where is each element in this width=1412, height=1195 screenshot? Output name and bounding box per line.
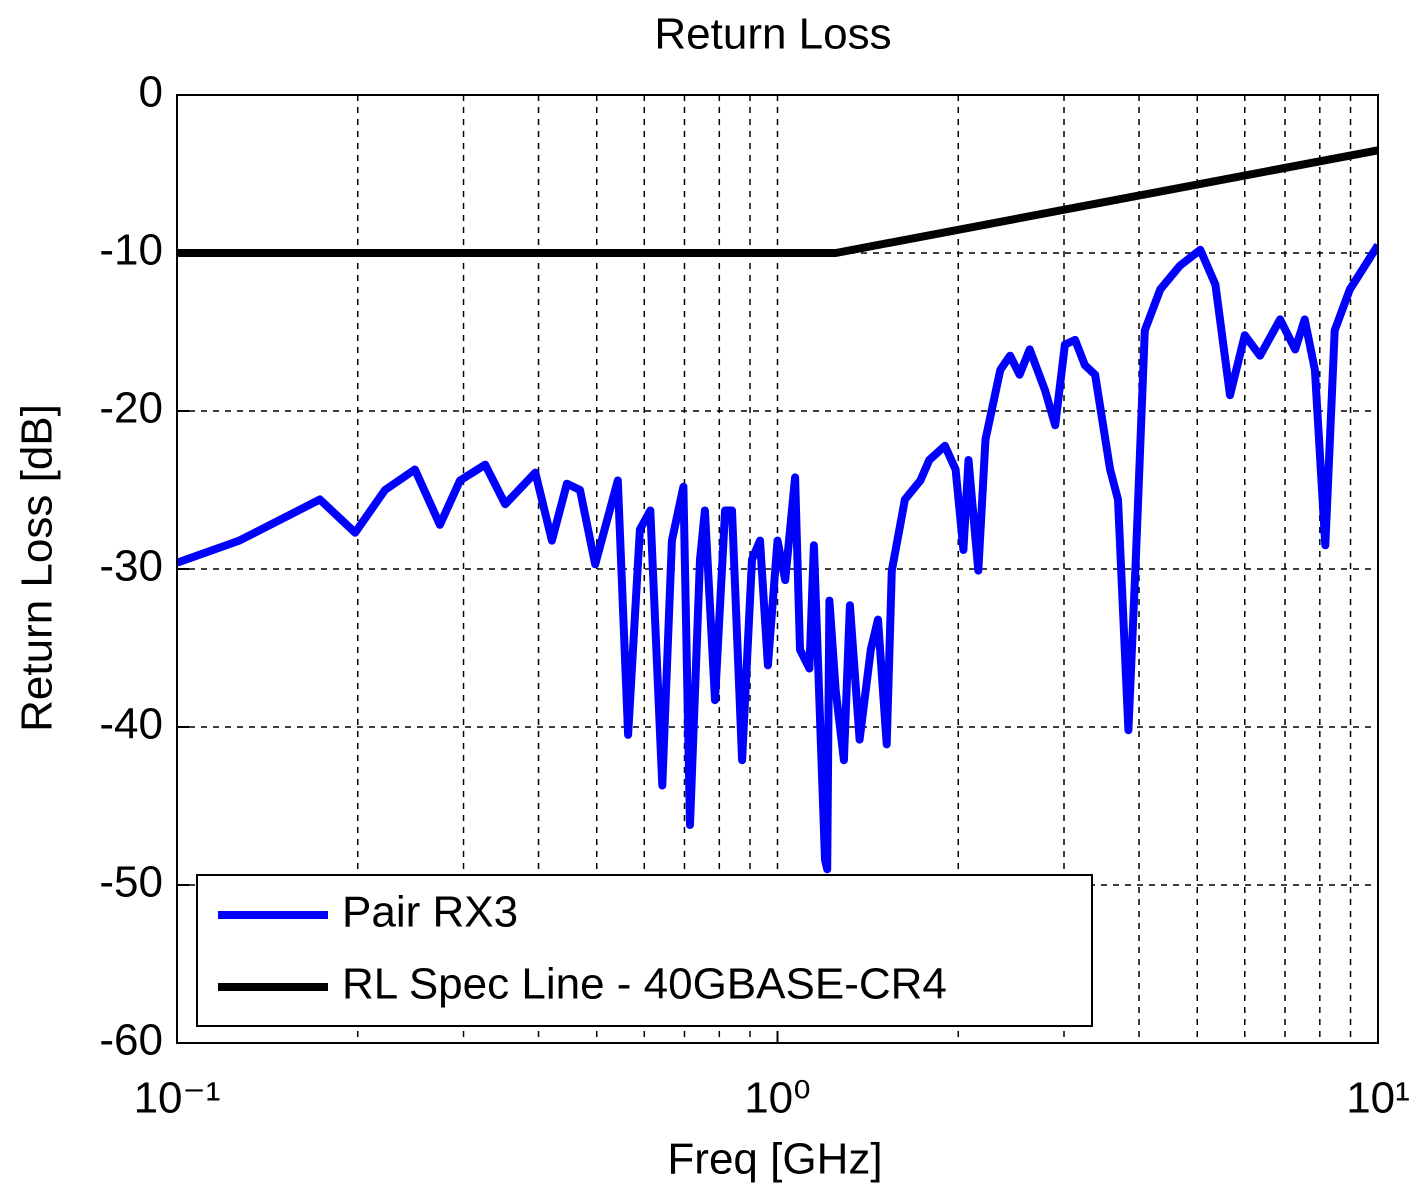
y-tick-label: -50 — [99, 858, 163, 907]
y-tick-label: -60 — [99, 1016, 163, 1065]
data-line — [177, 146, 1378, 257]
plot-frame — [176, 94, 1379, 1044]
x-tick-label: 10⁰ — [744, 1074, 811, 1123]
x-tick-label: 10⁻¹ — [134, 1074, 221, 1123]
chart-title: Return Loss — [654, 10, 891, 59]
y-tick-label: -40 — [99, 700, 163, 749]
y-tick-label: -10 — [99, 226, 163, 275]
x-tick-label: 10¹ — [1346, 1074, 1410, 1123]
y-tick-label: 0 — [139, 68, 163, 117]
legend-label: Pair RX3 — [342, 888, 518, 937]
y-tick-label: -30 — [99, 542, 163, 591]
data-line — [177, 242, 1378, 874]
legend-label: RL Spec Line - 40GBASE-CR4 — [342, 960, 947, 1009]
y-axis-label: Return Loss [dB] — [13, 404, 62, 732]
y-tick-label: -20 — [99, 384, 163, 433]
x-axis-label: Freq [GHz] — [667, 1135, 882, 1184]
legend-box — [196, 874, 1093, 1027]
